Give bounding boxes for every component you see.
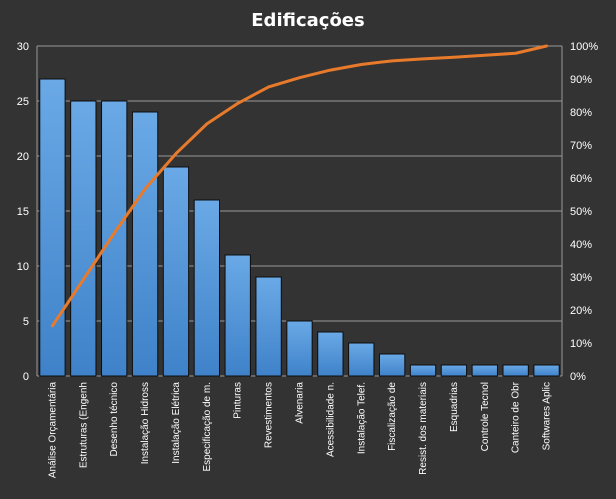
category-label: Especificação de m. [202, 382, 213, 472]
cumulative-line-series [50, 44, 549, 328]
category-label: Pinturas [233, 382, 244, 419]
right-tick-label: 0% [570, 371, 586, 383]
bar [533, 364, 560, 377]
bar [471, 364, 498, 377]
right-tick-label: 10% [570, 338, 592, 350]
right-tick-label: 70% [570, 140, 592, 152]
category-axis-labels: Análise Orçamentária Estruturas (Engenh De… [47, 381, 552, 478]
right-tick-label: 40% [570, 239, 592, 251]
category-label: Softwares Aplic [542, 382, 553, 450]
bar [317, 331, 344, 377]
category-label: Controle Tecnol [480, 382, 491, 451]
bar [255, 276, 282, 377]
category-label: Instalação Telef. [356, 382, 367, 454]
bar [440, 364, 468, 377]
category-label: Revestimentos [264, 382, 275, 448]
bar [286, 320, 313, 377]
left-tick-label: 20 [17, 151, 29, 163]
right-tick-label: 90% [570, 74, 592, 86]
bar [131, 111, 159, 377]
category-label: Canteiro de Obr [511, 381, 522, 453]
left-tick-label: 5 [23, 316, 29, 328]
left-tick-label: 25 [17, 96, 29, 108]
bar-series [39, 78, 560, 377]
cumulative-line [50, 44, 549, 328]
bar [348, 342, 375, 377]
right-tick-label: 60% [570, 173, 592, 185]
left-tick-label: 0 [23, 371, 29, 383]
category-label: Instalação Hidross [140, 382, 151, 464]
bar [70, 100, 97, 377]
category-label: Fiscalização de [387, 382, 398, 451]
category-label: Resist. dos materiais [418, 382, 429, 475]
right-tick-label: 50% [570, 206, 592, 218]
right-tick-label: 20% [570, 305, 592, 317]
bar [193, 199, 221, 377]
category-label: Instalação Elétrica [171, 382, 182, 464]
category-label: Análise Orçamentária [47, 382, 58, 479]
right-axis-ticks: 0% 10% 20% 30% 40% 50% 60% 70% 80% 90% 100% [570, 41, 598, 383]
right-tick-label: 80% [570, 107, 592, 119]
chart-title: Edificações [251, 10, 364, 31]
bar [101, 100, 128, 377]
category-label: Estruturas (Engenh [78, 382, 89, 468]
bar [224, 254, 251, 377]
category-label: Alvenaria [295, 382, 306, 424]
bar [162, 166, 190, 377]
right-tick-label: 30% [570, 272, 592, 284]
left-tick-label: 30 [17, 41, 29, 53]
category-label: Desenho técnico [109, 382, 120, 457]
left-axis-ticks: 0 5 10 15 20 25 30 [17, 41, 29, 383]
bar [502, 364, 529, 377]
right-tick-label: 100% [570, 41, 598, 53]
left-tick-label: 15 [17, 206, 29, 218]
bar [378, 353, 406, 377]
category-label: Acessibilidade n. [325, 382, 336, 457]
bar [409, 364, 437, 377]
category-label: Esquadrias [449, 382, 460, 432]
bar [39, 78, 66, 377]
left-tick-label: 10 [17, 261, 29, 273]
